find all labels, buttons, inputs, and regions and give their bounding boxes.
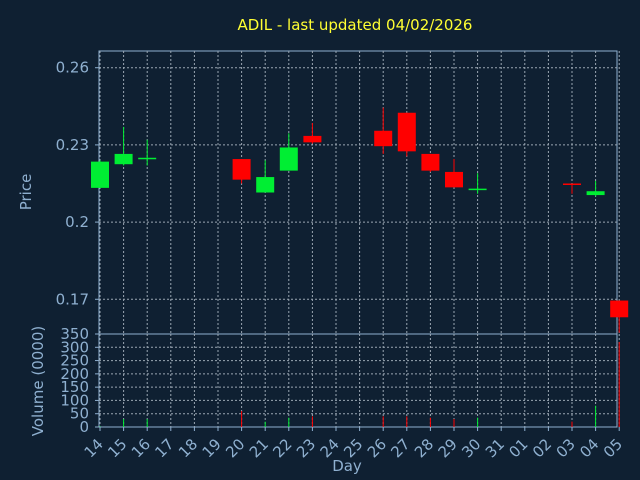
price-panel: 0.26 0.23 0.2 0.17 Price <box>17 50 629 335</box>
x-tick-label: 16 <box>128 435 154 461</box>
price-tick-label: 0.2 <box>65 213 89 231</box>
x-tick-label: 18 <box>175 435 201 461</box>
candle-body <box>468 188 487 191</box>
candle-body <box>256 177 275 193</box>
price-y-ticks: 0.26 0.23 0.2 0.17 <box>56 59 99 308</box>
x-tick-label: 20 <box>222 435 248 461</box>
x-tick-label: 30 <box>458 435 484 461</box>
volume-tick-label: 200 <box>60 365 89 383</box>
x-tick-label: 03 <box>553 435 579 461</box>
price-tick-label: 0.17 <box>56 290 89 308</box>
x-tick-label: 26 <box>364 435 390 461</box>
x-tick-label: 01 <box>505 435 531 461</box>
x-tick-label: 21 <box>246 435 272 461</box>
x-tick-label: 31 <box>482 435 508 461</box>
volume-tick-label: 0 <box>79 418 89 436</box>
volume-tick-label: 300 <box>60 338 89 356</box>
x-tick-label: 05 <box>600 435 626 461</box>
x-tick-label: 02 <box>529 435 555 461</box>
candle-body <box>303 135 322 143</box>
volume-axis-label: Volume (0000) <box>29 326 47 436</box>
x-tick-label: 14 <box>81 435 107 461</box>
candle-body <box>279 147 298 171</box>
x-tick-label: 19 <box>199 435 225 461</box>
candles <box>91 107 629 333</box>
volume-tick-label: 50 <box>70 405 89 423</box>
x-axis-label: Day <box>332 457 362 475</box>
candle-body <box>397 112 416 152</box>
price-panel-frame <box>98 50 618 335</box>
x-tick-label: 23 <box>293 435 319 461</box>
x-tick-label: 28 <box>411 435 437 461</box>
x-tick-label: 15 <box>104 435 130 461</box>
candle-body <box>232 159 251 180</box>
x-tick-label: 04 <box>576 435 602 461</box>
price-tick-label: 0.23 <box>56 136 89 154</box>
candle-body <box>563 183 581 185</box>
volume-tick-label: 100 <box>60 391 89 409</box>
volume-bars <box>99 341 620 427</box>
volume-panel-frame <box>98 333 618 428</box>
candle-body <box>586 191 605 196</box>
volume-tick-label: 150 <box>60 378 89 396</box>
x-tick-label: 22 <box>269 435 295 461</box>
candle-body <box>610 300 629 318</box>
price-tick-label: 0.26 <box>56 59 89 77</box>
candle-body <box>374 130 393 147</box>
volume-tick-label: 250 <box>60 352 89 370</box>
x-tick-label: 27 <box>387 435 413 461</box>
candle-body <box>91 161 109 188</box>
candle-body <box>445 171 463 188</box>
chart-title: ADIL - last updated 04/02/2026 <box>238 16 473 34</box>
candle-body <box>138 157 157 160</box>
volume-tick-label: 350 <box>60 325 89 343</box>
price-axis-label: Price <box>17 174 35 211</box>
candle-body <box>114 153 133 165</box>
x-tick-label: 17 <box>151 435 177 461</box>
x-tick-label: 29 <box>435 435 461 461</box>
candle-body <box>421 153 440 171</box>
